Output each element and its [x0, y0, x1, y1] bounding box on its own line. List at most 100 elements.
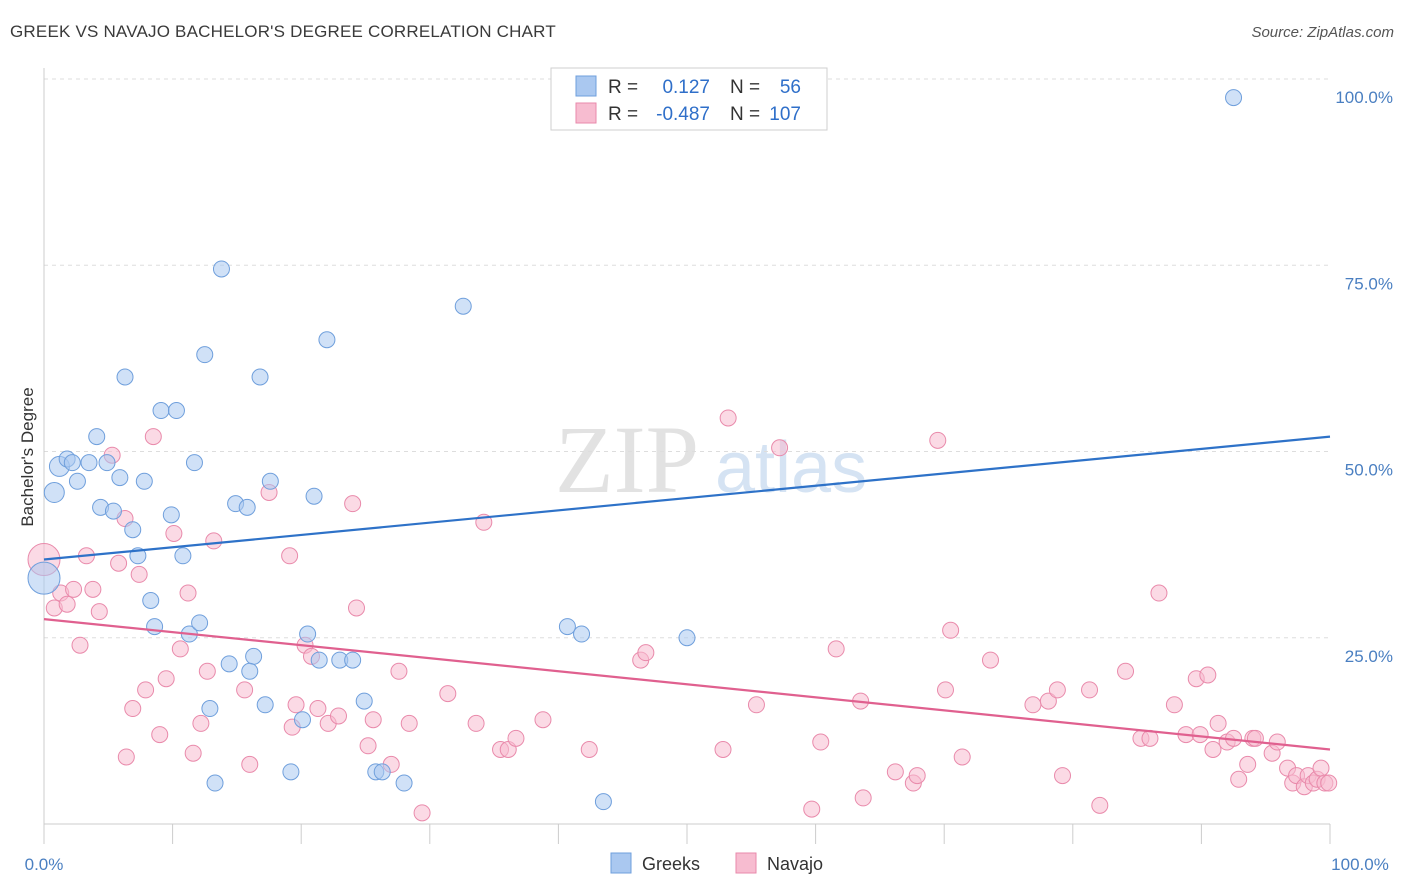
navajo-point-86: [1199, 666, 1217, 684]
greek-point-16: [146, 618, 164, 636]
navajo-point-4: [65, 580, 83, 598]
grid-layer: [44, 78, 1330, 639]
navajo-point-57: [747, 696, 765, 714]
navajo-point-66: [908, 767, 926, 785]
greek-point-51: [594, 793, 612, 811]
navajo-point-46: [467, 714, 485, 732]
navajo-point-27: [241, 755, 259, 773]
greek-point-47: [395, 774, 413, 792]
navajo-point-55: [714, 741, 732, 758]
bottom-legend: Greeks Navajo: [610, 852, 823, 874]
navajo-point-8: [90, 603, 108, 621]
legend-n-greeks: 56: [780, 77, 801, 98]
navajo-point-23: [192, 714, 210, 732]
greek-point-29: [220, 655, 238, 673]
navajo-point-56: [719, 409, 737, 427]
greek-point-6: [80, 454, 98, 472]
navajo-point-70: [953, 748, 971, 766]
y-tick-label-1: 75.0%: [1345, 274, 1393, 293]
navajo-point-59: [803, 800, 821, 818]
greek-points: [27, 70, 1243, 811]
navajo-point-82: [1165, 696, 1183, 714]
navajo-point-60: [812, 733, 830, 751]
navajo-point-85: [1191, 726, 1209, 744]
navajo-point-39: [359, 737, 377, 755]
navajo-point-58: [771, 439, 789, 457]
greek-point-11: [111, 469, 129, 487]
y-tick-label-2: 50.0%: [1345, 461, 1393, 480]
navajo-point-78: [1117, 662, 1135, 680]
y-tick-label-3: 25.0%: [1345, 647, 1393, 666]
navajo-point-34: [309, 700, 327, 718]
navajo-point-87: [1204, 741, 1222, 758]
navajo-point-73: [1039, 692, 1057, 710]
navajo-point-76: [1081, 681, 1099, 699]
navajo-point-20: [171, 640, 189, 658]
navajo-point-96: [1268, 733, 1286, 751]
greek-point-22: [185, 454, 203, 472]
bottom-legend-navajo: Navajo: [767, 854, 823, 874]
greek-point-25: [212, 260, 230, 278]
legend-r-label-navajo: R =: [608, 104, 638, 125]
legend-swatch-navajo: [575, 102, 597, 124]
navajo-point-52: [580, 741, 598, 758]
greek-point-15: [142, 592, 160, 609]
navajo-point-63: [854, 789, 872, 807]
navajo-point-81: [1150, 584, 1168, 602]
greek-point-5: [68, 472, 86, 490]
navajo-point-16: [144, 428, 162, 446]
greek-point-24: [116, 368, 134, 386]
greek-point-14: [135, 472, 153, 490]
navajo-point-45: [439, 685, 457, 703]
greek-point-49: [558, 618, 576, 636]
legend-n-navajo: 107: [769, 104, 801, 125]
greek-point-7: [88, 428, 106, 446]
navajo-point-74: [1048, 681, 1066, 699]
legend-r-label-greeks: R =: [608, 77, 638, 98]
greek-point-23: [191, 614, 209, 632]
navajo-point-104: [1312, 759, 1330, 777]
greek-point-1: [43, 481, 65, 503]
navajo-point-19: [165, 524, 183, 542]
greek-point-52: [678, 629, 696, 647]
navajo-point-7: [84, 580, 102, 598]
watermark-zip: ZIP: [555, 406, 699, 513]
navajo-point-61: [827, 640, 845, 658]
greek-point-46: [373, 763, 391, 781]
navajo-point-25: [205, 532, 223, 550]
navajo-point-31: [287, 696, 305, 714]
greek-point-37: [293, 711, 311, 729]
greek-point-34: [256, 696, 274, 714]
greek-point-26: [196, 346, 214, 364]
navajo-point-38: [347, 599, 365, 617]
x-tick-label-min: 0.0%: [25, 855, 64, 874]
greek-point-17: [152, 402, 170, 420]
legend-box: R = 0.127 N = 56 R = -0.487 N = 107: [550, 67, 828, 131]
navajo-point-15: [137, 681, 155, 699]
x-tick-label-max: 100.0%: [1331, 855, 1389, 874]
legend-n-label-greeks: N =: [730, 77, 760, 98]
legend-n-label-navajo: N =: [730, 104, 760, 125]
navajo-trend-line: [43, 618, 1331, 751]
navajo-point-50: [507, 729, 525, 747]
y-axis-label: Bachelor's Degree: [18, 387, 37, 526]
navajo-point-92: [1239, 755, 1257, 773]
navajo-point-106: [1320, 774, 1338, 792]
greek-point-44: [355, 692, 373, 710]
navajo-point-22: [184, 744, 202, 762]
greek-trend-line: [43, 435, 1331, 561]
navajo-point-72: [1024, 696, 1042, 714]
bottom-swatch-greeks: [610, 852, 632, 874]
navajo-point-14: [130, 565, 148, 583]
greek-point-31: [238, 498, 256, 516]
axis-layer: [43, 68, 1331, 844]
greek-point-4: [63, 454, 81, 472]
greek-point-39: [305, 487, 323, 505]
navajo-point-24: [198, 662, 216, 680]
bottom-legend-greeks: Greeks: [642, 854, 700, 874]
greek-point-43: [344, 651, 362, 669]
navajo-point-37: [344, 495, 362, 513]
navajo-point-10: [110, 554, 128, 572]
greek-point-19: [167, 402, 185, 420]
